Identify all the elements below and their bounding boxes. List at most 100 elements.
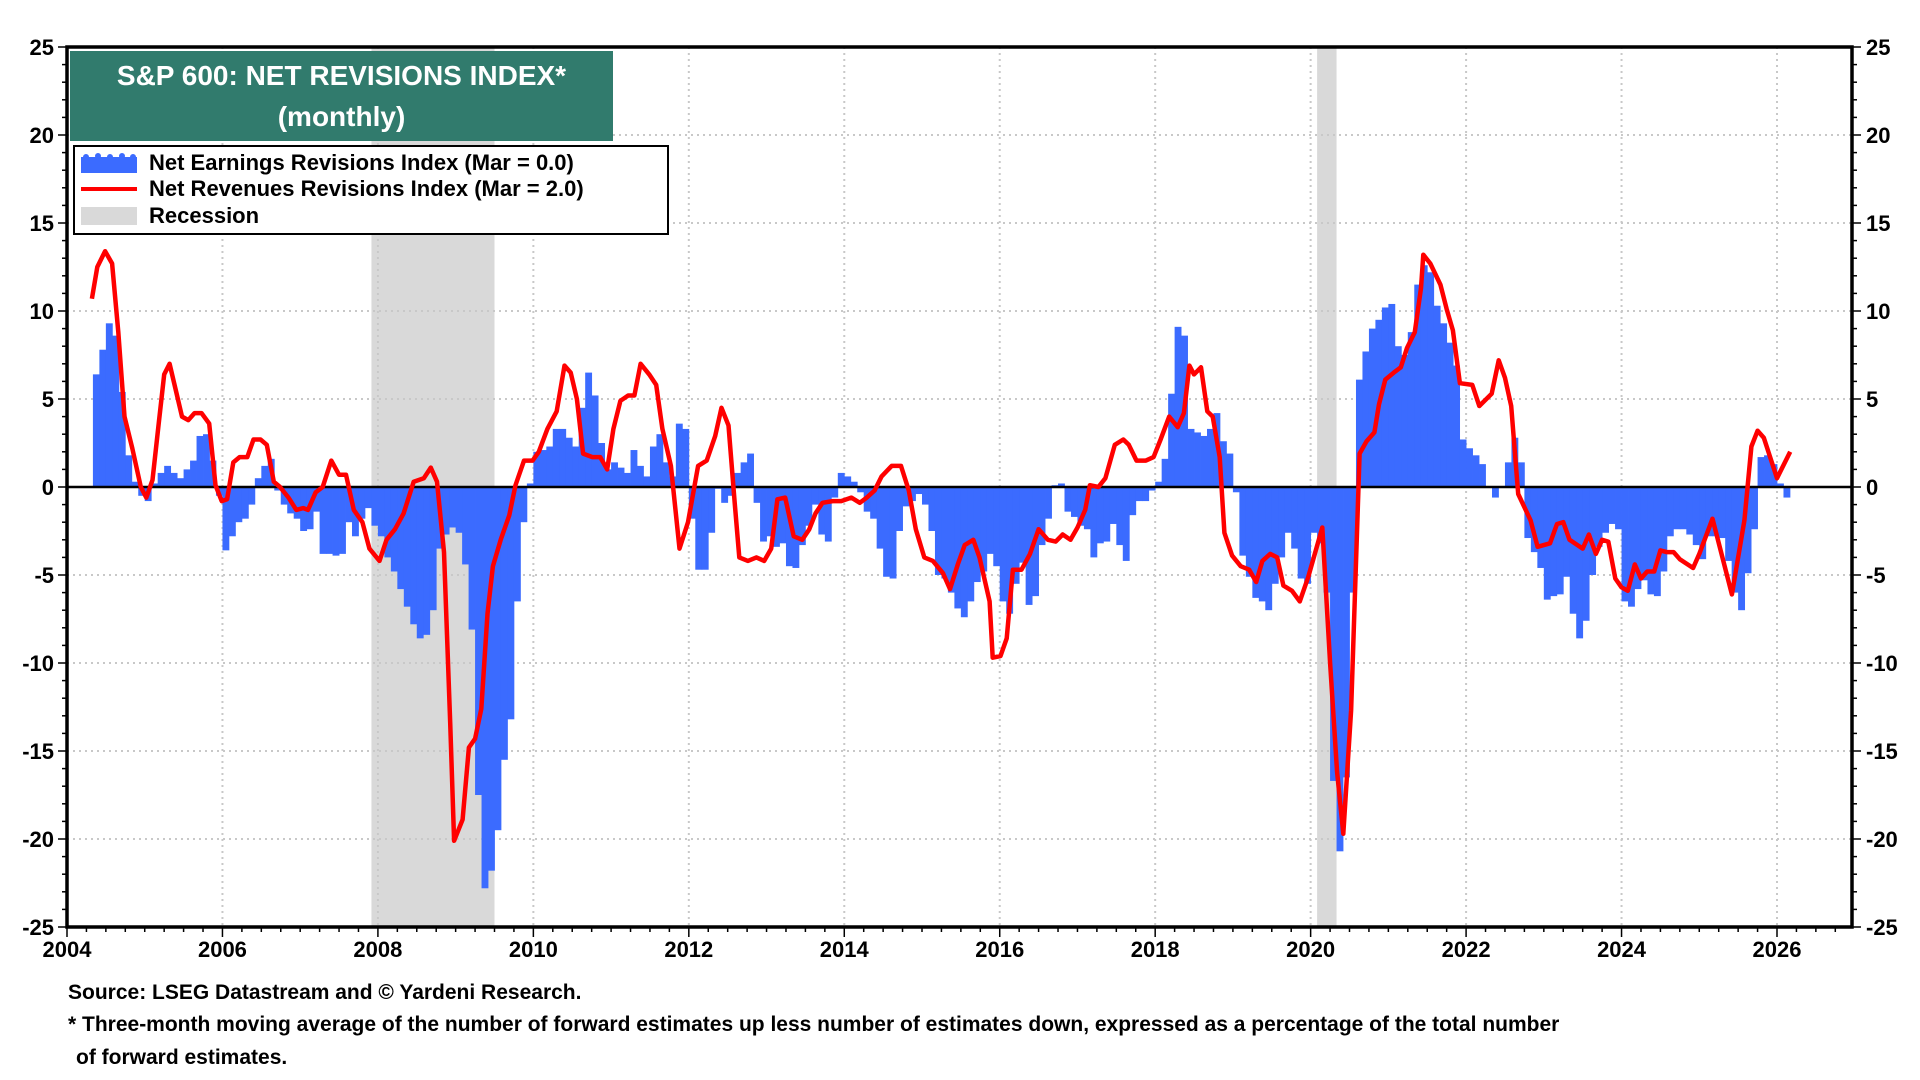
x-tick-label: 2026 [1753,937,1802,962]
earnings-bar [727,487,735,496]
earnings-bar [1576,487,1584,639]
earnings-bar [1265,487,1273,611]
earnings-bar [870,487,878,519]
axes [58,45,1861,937]
earnings-bar [1310,487,1318,533]
y-tick-label-left: 20 [30,123,54,148]
earnings-bar [410,487,418,625]
earnings-bar [403,487,411,607]
earnings-bar [332,487,340,556]
earnings-bar [889,487,897,579]
y-tick-label-right: 0 [1866,475,1878,500]
y-tick-label-right: -20 [1866,827,1898,852]
earnings-bar [1336,487,1344,852]
earnings-bar [902,487,910,507]
y-tick-label-left: -10 [22,651,54,676]
earnings-bar [1427,272,1435,487]
earnings-bar [112,335,120,487]
earnings-bar [475,487,482,795]
earnings-bar [513,487,521,602]
chart-title-box: S&P 600: NET REVISIONS INDEX* (monthly) [70,51,613,141]
legend-bars-swatch [81,153,137,173]
y-tick-label-right: -25 [1866,915,1898,940]
y-tick-label-right: 5 [1866,387,1878,412]
earnings-bar [203,434,210,487]
earnings-bar [1168,393,1176,487]
x-tick-label: 2014 [820,937,870,962]
earnings-bar [1025,487,1033,605]
earnings-bar [941,487,949,579]
earnings-bar [1109,487,1117,524]
earnings-bar [980,487,988,572]
earnings-bar [818,487,826,535]
y-tick-label-left: 15 [30,211,54,236]
earnings-bar [462,487,469,565]
earnings-bar [572,446,580,487]
earnings-bar [675,423,683,487]
earnings-bar [183,469,191,487]
footer-source: Source: LSEG Datastream and © Yardeni Re… [68,981,582,1004]
earnings-bar [339,487,346,554]
earnings-bar [662,462,670,487]
legend-recession-swatch [81,207,137,225]
earnings-bar [1330,487,1337,781]
earnings-bar [1077,487,1085,526]
earnings-bar [1751,487,1758,530]
earnings-bar [1466,448,1473,487]
earnings-bar [494,487,502,831]
earnings-bar [1012,487,1020,584]
x-tick-label: 2010 [509,937,558,962]
earnings-bar [241,487,249,519]
earnings-bar [1660,487,1668,572]
earnings-bar [753,487,761,503]
earnings-bar [125,455,133,487]
chart-subtitle: (monthly) [277,101,406,132]
earnings-bar [1692,487,1700,546]
earnings-bar [1479,464,1486,487]
earnings-bar [1757,457,1765,487]
earnings-bar [766,487,774,537]
x-tick-label: 2022 [1442,937,1491,962]
earnings-bar [1472,455,1480,487]
earnings-bar [747,453,754,487]
earnings-bar [922,487,929,505]
y-tick-label-left: 0 [42,475,54,500]
earnings-bar [630,450,638,487]
earnings-bar [1602,487,1609,533]
earnings-bar [1194,432,1201,487]
earnings-bar [701,487,709,570]
y-tick-label-left: -20 [22,827,54,852]
earnings-bar [235,487,243,523]
earnings-bar [1530,487,1538,553]
earnings-bar [1388,303,1396,487]
earnings-bar [1239,487,1247,556]
earnings-bar [481,487,489,889]
earnings-bar [1414,284,1422,487]
earnings-bar [1019,487,1027,563]
earnings-bar [591,395,599,487]
earnings-bar [824,487,832,542]
earnings-bar [1368,328,1376,487]
earnings-bar [1744,487,1752,574]
legend-item-recession: Recession [81,203,259,229]
earnings-bar [416,487,424,639]
earnings-bar [222,487,230,551]
earnings-bar [1459,439,1467,487]
earnings-bar [1058,483,1065,487]
earnings-bar [228,487,236,537]
x-tick-label: 2006 [198,937,247,962]
footer-note-line1: * Three-month moving average of the numb… [68,1013,1560,1036]
earnings-bar [850,481,858,487]
earnings-bar [1252,487,1260,598]
earnings-bar [520,487,528,523]
earnings-bar [1103,487,1111,542]
earnings-bar [384,487,392,558]
earnings-bar [1135,487,1143,502]
earnings-bar [1537,487,1545,568]
x-tick-label: 2024 [1597,937,1647,962]
earnings-bar [423,487,431,635]
y-tick-label-right: 20 [1866,123,1890,148]
earnings-bar [92,374,100,487]
earnings-bar [624,472,631,487]
earnings-bar [170,472,178,487]
